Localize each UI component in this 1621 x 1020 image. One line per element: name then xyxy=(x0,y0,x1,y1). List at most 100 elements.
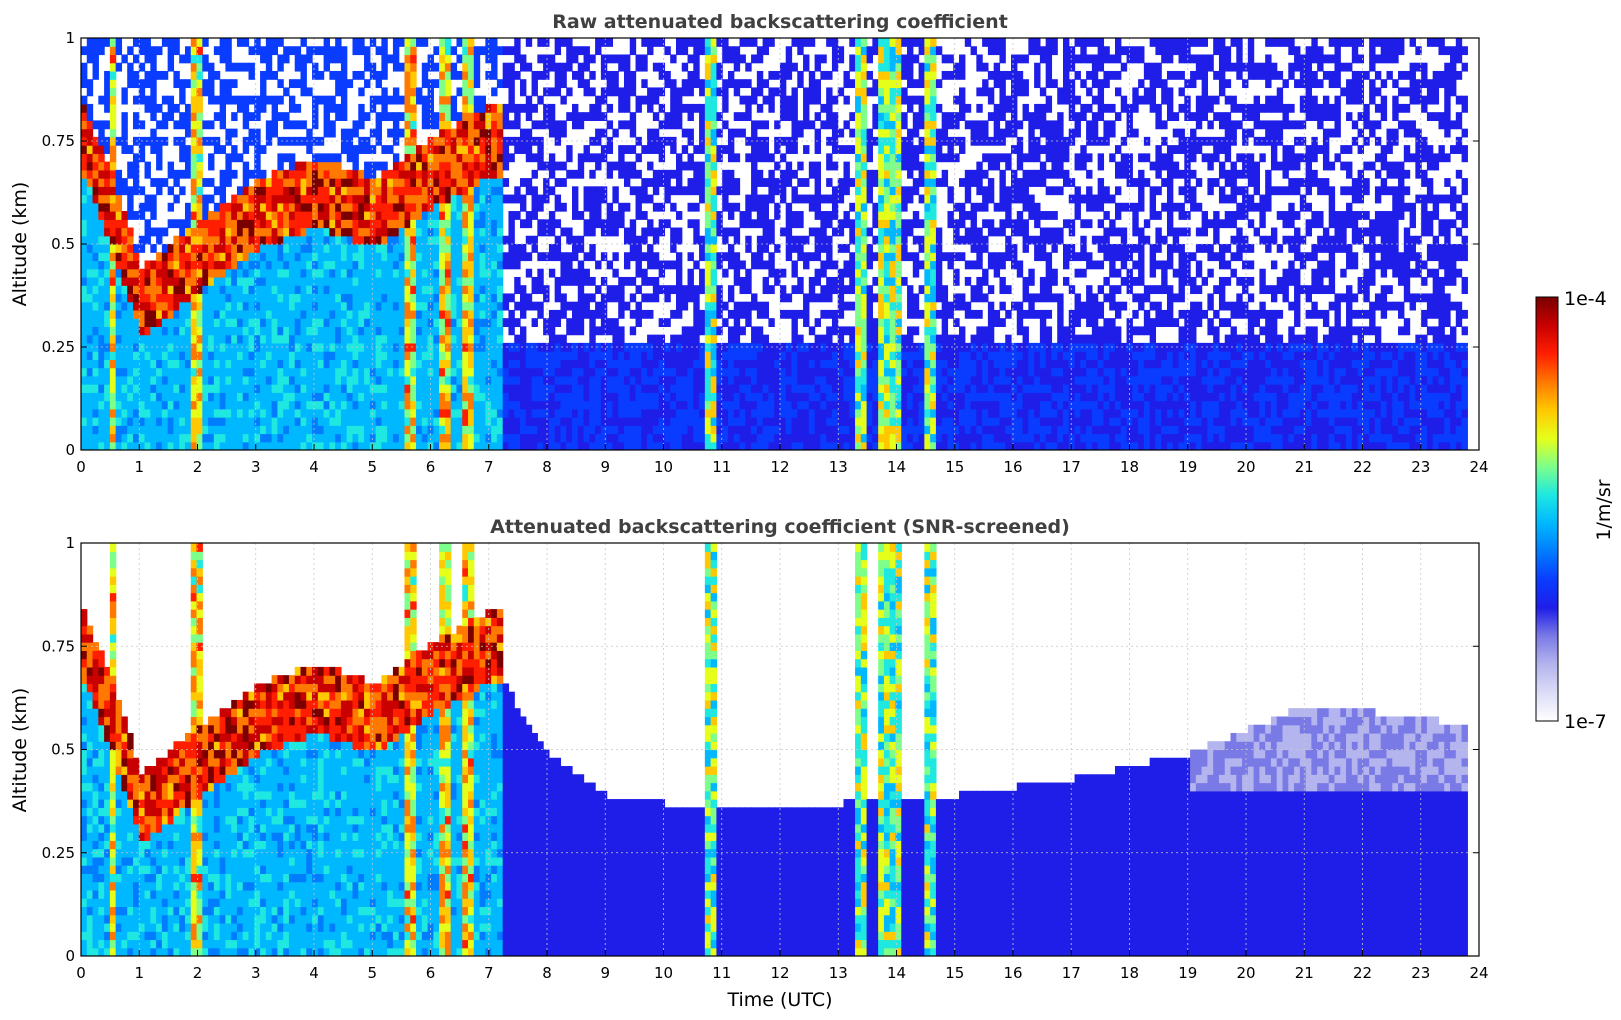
heatmap-cell xyxy=(641,227,648,237)
heatmap-cell xyxy=(335,425,342,435)
heatmap-cell xyxy=(392,285,400,295)
heatmap-cell xyxy=(635,186,642,196)
heatmap-cell xyxy=(693,326,700,336)
heatmap-cell xyxy=(554,161,562,171)
heatmap-cell xyxy=(803,433,810,443)
heatmap-cell xyxy=(392,38,400,47)
heatmap-cell xyxy=(699,46,706,56)
heatmap-cell xyxy=(675,342,683,352)
heatmap-cell xyxy=(190,285,198,295)
heatmap-cell xyxy=(92,38,99,47)
heatmap-cell xyxy=(554,408,562,418)
heatmap-cell xyxy=(699,375,706,385)
heatmap-cell xyxy=(670,392,677,402)
heatmap-cell xyxy=(647,334,654,344)
heatmap-cell xyxy=(196,276,203,286)
heatmap-cell xyxy=(687,136,694,146)
heatmap-cell xyxy=(86,169,94,179)
heatmap-cell xyxy=(733,359,741,369)
heatmap-cell xyxy=(756,219,764,229)
heatmap-cell xyxy=(288,252,296,262)
heatmap-cell xyxy=(699,161,706,171)
heatmap-cell xyxy=(92,400,99,410)
heatmap-cell xyxy=(138,326,146,336)
heatmap-cell xyxy=(167,260,175,270)
heatmap-cell xyxy=(704,153,712,163)
heatmap-cell xyxy=(248,70,255,80)
heatmap-cell xyxy=(768,351,775,360)
heatmap-cell xyxy=(808,79,816,89)
heatmap-cell xyxy=(635,367,642,377)
heatmap-cell xyxy=(491,194,498,204)
heatmap-cell xyxy=(473,235,481,245)
heatmap-cell xyxy=(647,293,654,303)
heatmap-cell xyxy=(508,392,515,402)
heatmap-cell xyxy=(121,375,128,385)
heatmap-cell xyxy=(225,235,232,245)
heatmap-cell xyxy=(242,136,250,146)
heatmap-cell xyxy=(699,235,706,245)
heatmap-cell xyxy=(814,417,821,426)
heatmap-cell xyxy=(410,342,417,352)
heatmap-cell xyxy=(762,384,769,393)
heatmap-cell xyxy=(329,46,336,56)
heatmap-cell xyxy=(687,161,694,171)
heatmap-cell xyxy=(283,351,290,360)
heatmap-cell xyxy=(144,309,151,319)
heatmap-cell xyxy=(213,112,221,121)
heatmap-cell xyxy=(629,384,637,393)
heatmap-cell xyxy=(566,153,573,163)
heatmap-cell xyxy=(727,309,735,319)
heatmap-cell xyxy=(785,103,793,113)
heatmap-cell xyxy=(554,120,562,130)
heatmap-cell xyxy=(312,326,319,336)
heatmap-cell xyxy=(248,326,255,336)
heatmap-cell xyxy=(791,318,798,327)
heatmap-cell xyxy=(242,425,250,435)
heatmap-cell xyxy=(236,219,244,229)
heatmap-cell xyxy=(213,244,221,253)
heatmap-cell xyxy=(791,87,798,97)
heatmap-cell xyxy=(306,276,313,286)
heatmap-cell xyxy=(629,79,637,89)
heatmap-cell xyxy=(392,441,400,450)
heatmap-cell xyxy=(537,145,544,154)
heatmap-cell xyxy=(306,441,313,450)
heatmap-cell xyxy=(600,359,608,369)
heatmap-cell xyxy=(352,70,359,80)
heatmap-cell xyxy=(323,194,330,204)
heatmap-cell xyxy=(161,112,169,121)
heatmap-cell xyxy=(150,202,157,212)
heatmap-cell xyxy=(814,392,821,402)
heatmap-cell xyxy=(381,252,388,262)
heatmap-cell xyxy=(756,441,764,450)
heatmap-cell xyxy=(156,120,163,130)
heatmap-cell xyxy=(132,392,140,402)
heatmap-cell xyxy=(468,120,475,130)
heatmap-cell xyxy=(127,334,134,344)
heatmap-cell xyxy=(306,87,313,97)
heatmap-cell xyxy=(727,211,735,220)
heatmap-cell xyxy=(722,79,729,89)
heatmap-cell xyxy=(647,309,654,319)
heatmap-cell xyxy=(670,359,677,369)
heatmap-cell xyxy=(473,120,481,130)
heatmap-cell xyxy=(173,367,180,377)
heatmap-cell xyxy=(358,87,365,97)
heatmap-cell xyxy=(231,408,238,418)
heatmap-cell xyxy=(670,400,677,410)
heatmap-cell xyxy=(779,62,787,72)
heatmap-cell xyxy=(283,433,290,443)
heatmap-cell xyxy=(687,351,694,360)
heatmap-cell xyxy=(427,161,434,171)
heatmap-cell xyxy=(439,260,446,270)
heatmap-cell xyxy=(184,326,192,336)
heatmap-cell xyxy=(109,326,117,336)
heatmap-cell xyxy=(623,384,631,393)
heatmap-cell xyxy=(317,400,325,410)
heatmap-cell xyxy=(456,112,463,121)
heatmap-cell xyxy=(670,87,677,97)
heatmap-cell xyxy=(647,38,654,47)
heatmap-cell xyxy=(202,54,209,64)
heatmap-cell xyxy=(369,441,377,450)
